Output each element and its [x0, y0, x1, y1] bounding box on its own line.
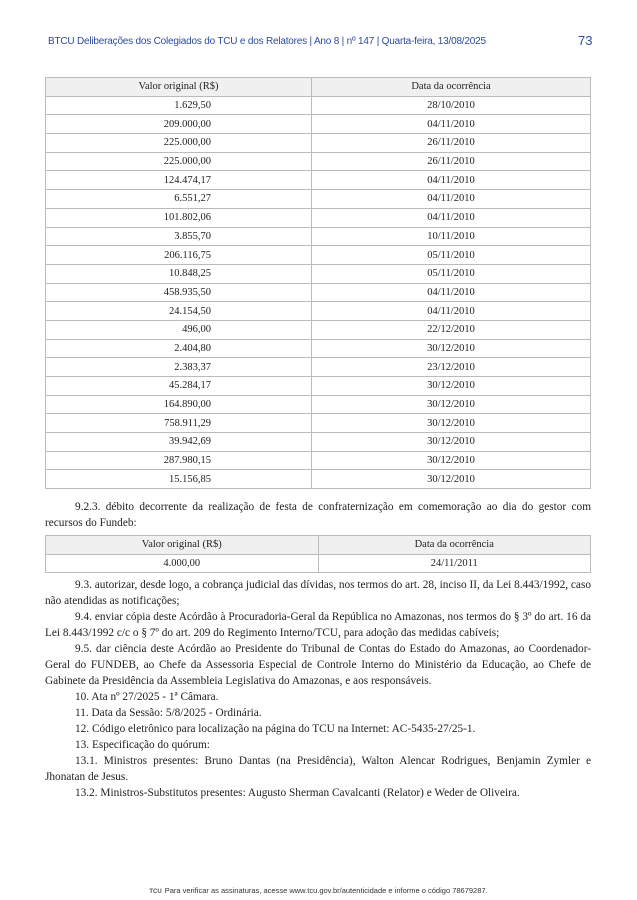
table-row: 209.000,00 04/11/2010 — [45, 114, 591, 135]
date-cell: 05/11/2010 — [311, 245, 591, 265]
table-row: 225.000,00 26/11/2010 — [45, 133, 591, 153]
value-cell: 3.855,70 — [45, 226, 312, 247]
table-row: 287.980,15 30/12/2010 — [45, 450, 591, 471]
date-cell: 30/12/2010 — [311, 338, 591, 359]
paragraph: 13. Especificação do quórum: — [75, 739, 210, 751]
table-row: 15.156,85 30/12/2010 — [45, 469, 591, 490]
paragraph: 10. Ata nº 27/2025 - 1ª Câmara. — [75, 691, 219, 703]
table-row: 2.404,80 30/12/2010 — [45, 338, 591, 359]
footer: TCU Para verificar as assinaturas, acesse… — [0, 886, 637, 895]
date-cell: 23/12/2010 — [311, 357, 591, 377]
fundeb-debt-table: Valor original (R$) Data da ocorrência 4… — [45, 535, 591, 574]
column-header-date: Data da ocorrência — [311, 77, 591, 97]
paragraph: 9.4. enviar cópia deste Acórdão à Procur… — [45, 611, 591, 639]
document-body: 9.2.3. débito decorrente da realização d… — [45, 499, 591, 801]
date-cell: 30/12/2010 — [311, 432, 591, 452]
value-cell: 124.474,17 — [45, 170, 312, 191]
page-number: 73 — [578, 33, 593, 48]
debt-table: Valor original (R$) Data da ocorrência 1… — [45, 77, 591, 490]
date-cell: 24/11/2011 — [317, 553, 591, 574]
date-cell: 22/12/2010 — [311, 319, 591, 340]
paragraph: 9.3. autorizar, desde logo, a cobrança j… — [45, 579, 591, 607]
table-row: 124.474,17 04/11/2010 — [45, 170, 591, 191]
paragraph: 13.2. Ministros-Substitutos presentes: A… — [75, 787, 520, 799]
value-cell: 45.284,17 — [45, 376, 312, 396]
table-row: 206.116,75 05/11/2010 — [45, 245, 591, 265]
date-cell: 04/11/2010 — [311, 207, 591, 228]
table-row: 225.000,00 26/11/2010 — [45, 151, 591, 172]
value-cell: 164.890,00 — [45, 394, 312, 415]
table-row: 4.000,00 24/11/2011 — [45, 553, 591, 574]
value-cell: 39.942,69 — [45, 432, 312, 452]
paragraph-9-2-3: 9.2.3. débito decorrente da realização d… — [45, 501, 591, 529]
table-row: 101.802,06 04/11/2010 — [45, 207, 591, 228]
value-cell: 287.980,15 — [45, 450, 312, 471]
date-cell: 30/12/2010 — [311, 469, 591, 490]
table-row: 458.935,50 04/11/2010 — [45, 282, 591, 303]
date-cell: 26/11/2010 — [311, 133, 591, 153]
column-header-value: Valor original (R$) — [45, 77, 312, 97]
table-row: 10.848,25 05/11/2010 — [45, 263, 591, 284]
value-cell: 209.000,00 — [45, 114, 312, 135]
date-cell: 10/11/2010 — [311, 226, 591, 247]
value-cell: 225.000,00 — [45, 133, 312, 153]
table-row: 3.855,70 10/11/2010 — [45, 226, 591, 247]
table-row: 2.383,37 23/12/2010 — [45, 357, 591, 377]
table-row: 24.154,50 04/11/2010 — [45, 301, 591, 321]
table-row: 1.629,50 28/10/2010 — [45, 95, 591, 116]
value-cell: 758.911,29 — [45, 413, 312, 434]
date-cell: 30/12/2010 — [311, 376, 591, 396]
date-cell: 30/12/2010 — [311, 413, 591, 434]
paragraph: 11. Data da Sessão: 5/8/2025 - Ordinária… — [75, 707, 262, 719]
value-cell: 206.116,75 — [45, 245, 312, 265]
table-row: 45.284,17 30/12/2010 — [45, 376, 591, 396]
date-cell: 28/10/2010 — [311, 95, 591, 116]
value-cell: 496,00 — [45, 319, 312, 340]
date-cell: 04/11/2010 — [311, 282, 591, 303]
value-cell: 24.154,50 — [45, 301, 312, 321]
running-header: BTCU Deliberações dos Colegiados do TCU … — [48, 36, 486, 47]
value-cell: 458.935,50 — [45, 282, 312, 303]
date-cell: 04/11/2010 — [311, 301, 591, 321]
table-row: 164.890,00 30/12/2010 — [45, 394, 591, 415]
paragraph: 13.1. Ministros presentes: Bruno Dantas … — [45, 755, 591, 783]
value-cell: 1.629,50 — [45, 95, 312, 116]
date-cell: 05/11/2010 — [311, 263, 591, 284]
value-cell: 6.551,27 — [45, 189, 312, 209]
paragraph: 9.5. dar ciência deste Acórdão ao Presid… — [45, 643, 591, 687]
value-cell: 10.848,25 — [45, 263, 312, 284]
value-cell: 15.156,85 — [45, 469, 312, 490]
date-cell: 04/11/2010 — [311, 114, 591, 135]
date-cell: 30/12/2010 — [311, 450, 591, 471]
value-cell: 101.802,06 — [45, 207, 312, 228]
value-cell: 2.404,80 — [45, 338, 312, 359]
table-row: 758.911,29 30/12/2010 — [45, 413, 591, 434]
table-row: 39.942,69 30/12/2010 — [45, 432, 591, 452]
column-header-date: Data da ocorrência — [317, 535, 591, 555]
column-header-value: Valor original (R$) — [45, 535, 319, 555]
date-cell: 04/11/2010 — [311, 189, 591, 209]
value-cell: 225.000,00 — [45, 151, 312, 172]
date-cell: 30/12/2010 — [311, 394, 591, 415]
value-cell: 2.383,37 — [45, 357, 312, 377]
date-cell: 04/11/2010 — [311, 170, 591, 191]
footer-text: Para verificar as assinaturas, acesse ww… — [164, 886, 488, 895]
paragraph: 12. Código eletrônico para localização n… — [75, 723, 476, 735]
table-row: 6.551,27 04/11/2010 — [45, 189, 591, 209]
tcu-logo-icon: TCU — [149, 889, 162, 895]
date-cell: 26/11/2010 — [311, 151, 591, 172]
table-row: 496,00 22/12/2010 — [45, 319, 591, 340]
value-cell: 4.000,00 — [45, 553, 319, 574]
